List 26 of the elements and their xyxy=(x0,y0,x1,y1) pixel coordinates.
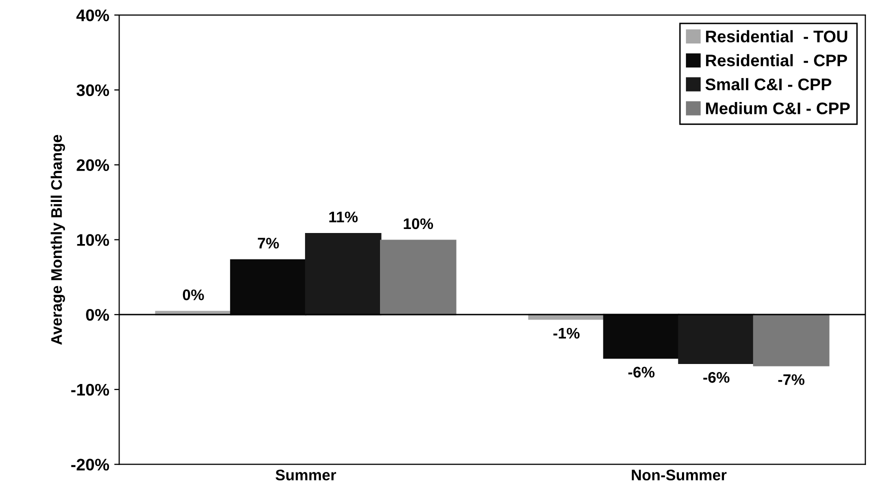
bar xyxy=(753,314,830,366)
data-label: 7% xyxy=(258,238,279,249)
y-axis-title: Average Monthly Bill Change xyxy=(50,134,66,345)
y-tick-label: 0% xyxy=(86,308,110,321)
y-tick-label: 40% xyxy=(76,9,110,22)
legend-label: Residential - TOU xyxy=(706,30,848,42)
legend-label: Small C&I - CPP xyxy=(705,78,832,90)
data-label: 11% xyxy=(329,212,358,222)
x-tick-label: Non-Summer xyxy=(632,470,727,480)
x-tick-label: Summer xyxy=(276,470,336,480)
y-tick-label: -10% xyxy=(71,384,110,396)
data-label: 0% xyxy=(182,289,204,300)
y-tick-label: 20% xyxy=(76,159,110,172)
data-label: -6% xyxy=(703,372,730,383)
y-tick-label: -20% xyxy=(71,458,110,471)
legend-label: Residential - CPP xyxy=(706,54,848,66)
data-label: 10% xyxy=(404,218,434,230)
data-label: -7% xyxy=(778,374,804,386)
bar xyxy=(305,233,382,316)
bar xyxy=(678,314,754,364)
legend-label: Medium C&I - CPP xyxy=(706,102,850,114)
bar xyxy=(380,240,456,316)
data-label: -1% xyxy=(553,328,580,339)
y-tick-label: 10% xyxy=(77,234,110,246)
data-label: -6% xyxy=(628,366,655,378)
y-tick-label: 30% xyxy=(76,84,110,96)
